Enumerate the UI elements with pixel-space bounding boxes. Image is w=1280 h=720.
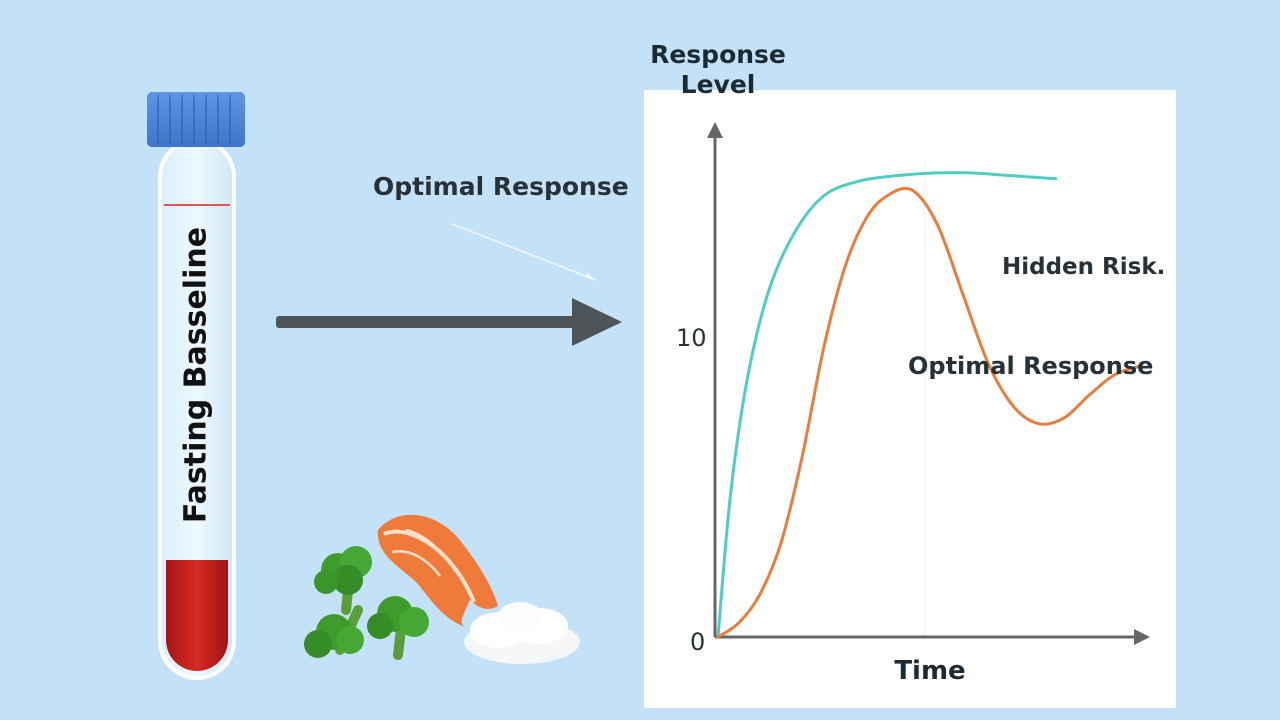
x-axis-title: Time bbox=[894, 656, 966, 686]
chart-panel bbox=[644, 90, 1176, 708]
x-axis-arrow bbox=[1134, 629, 1150, 645]
tube-cap bbox=[147, 92, 245, 147]
y-axis-title: Response Level bbox=[650, 40, 786, 99]
annotation-hidden-risk: Hidden Risk. bbox=[1002, 254, 1166, 280]
flow-arrow bbox=[276, 298, 622, 346]
y-tick-label-10: 10 bbox=[676, 324, 707, 352]
tube-label: Fasting Basseline bbox=[178, 226, 214, 524]
meal-illustration bbox=[304, 514, 580, 664]
annotation-optimal-response: Optimal Response bbox=[908, 352, 1154, 380]
y-axis-arrow bbox=[707, 122, 723, 138]
series-line-2 bbox=[716, 186, 1142, 639]
blood-sample bbox=[166, 560, 228, 671]
broccoli-icon bbox=[304, 546, 429, 660]
y-tick-label-0: 0 bbox=[690, 628, 706, 656]
series-layer bbox=[716, 171, 1142, 639]
blood-sample-tube bbox=[147, 92, 245, 680]
chart-axes bbox=[707, 122, 1150, 645]
rice-icon bbox=[464, 602, 580, 664]
series-line-1 bbox=[716, 171, 1058, 639]
salmon-icon bbox=[377, 514, 498, 628]
callout-pointer bbox=[451, 223, 597, 281]
callout-optimal-response: Optimal Response bbox=[373, 172, 629, 201]
